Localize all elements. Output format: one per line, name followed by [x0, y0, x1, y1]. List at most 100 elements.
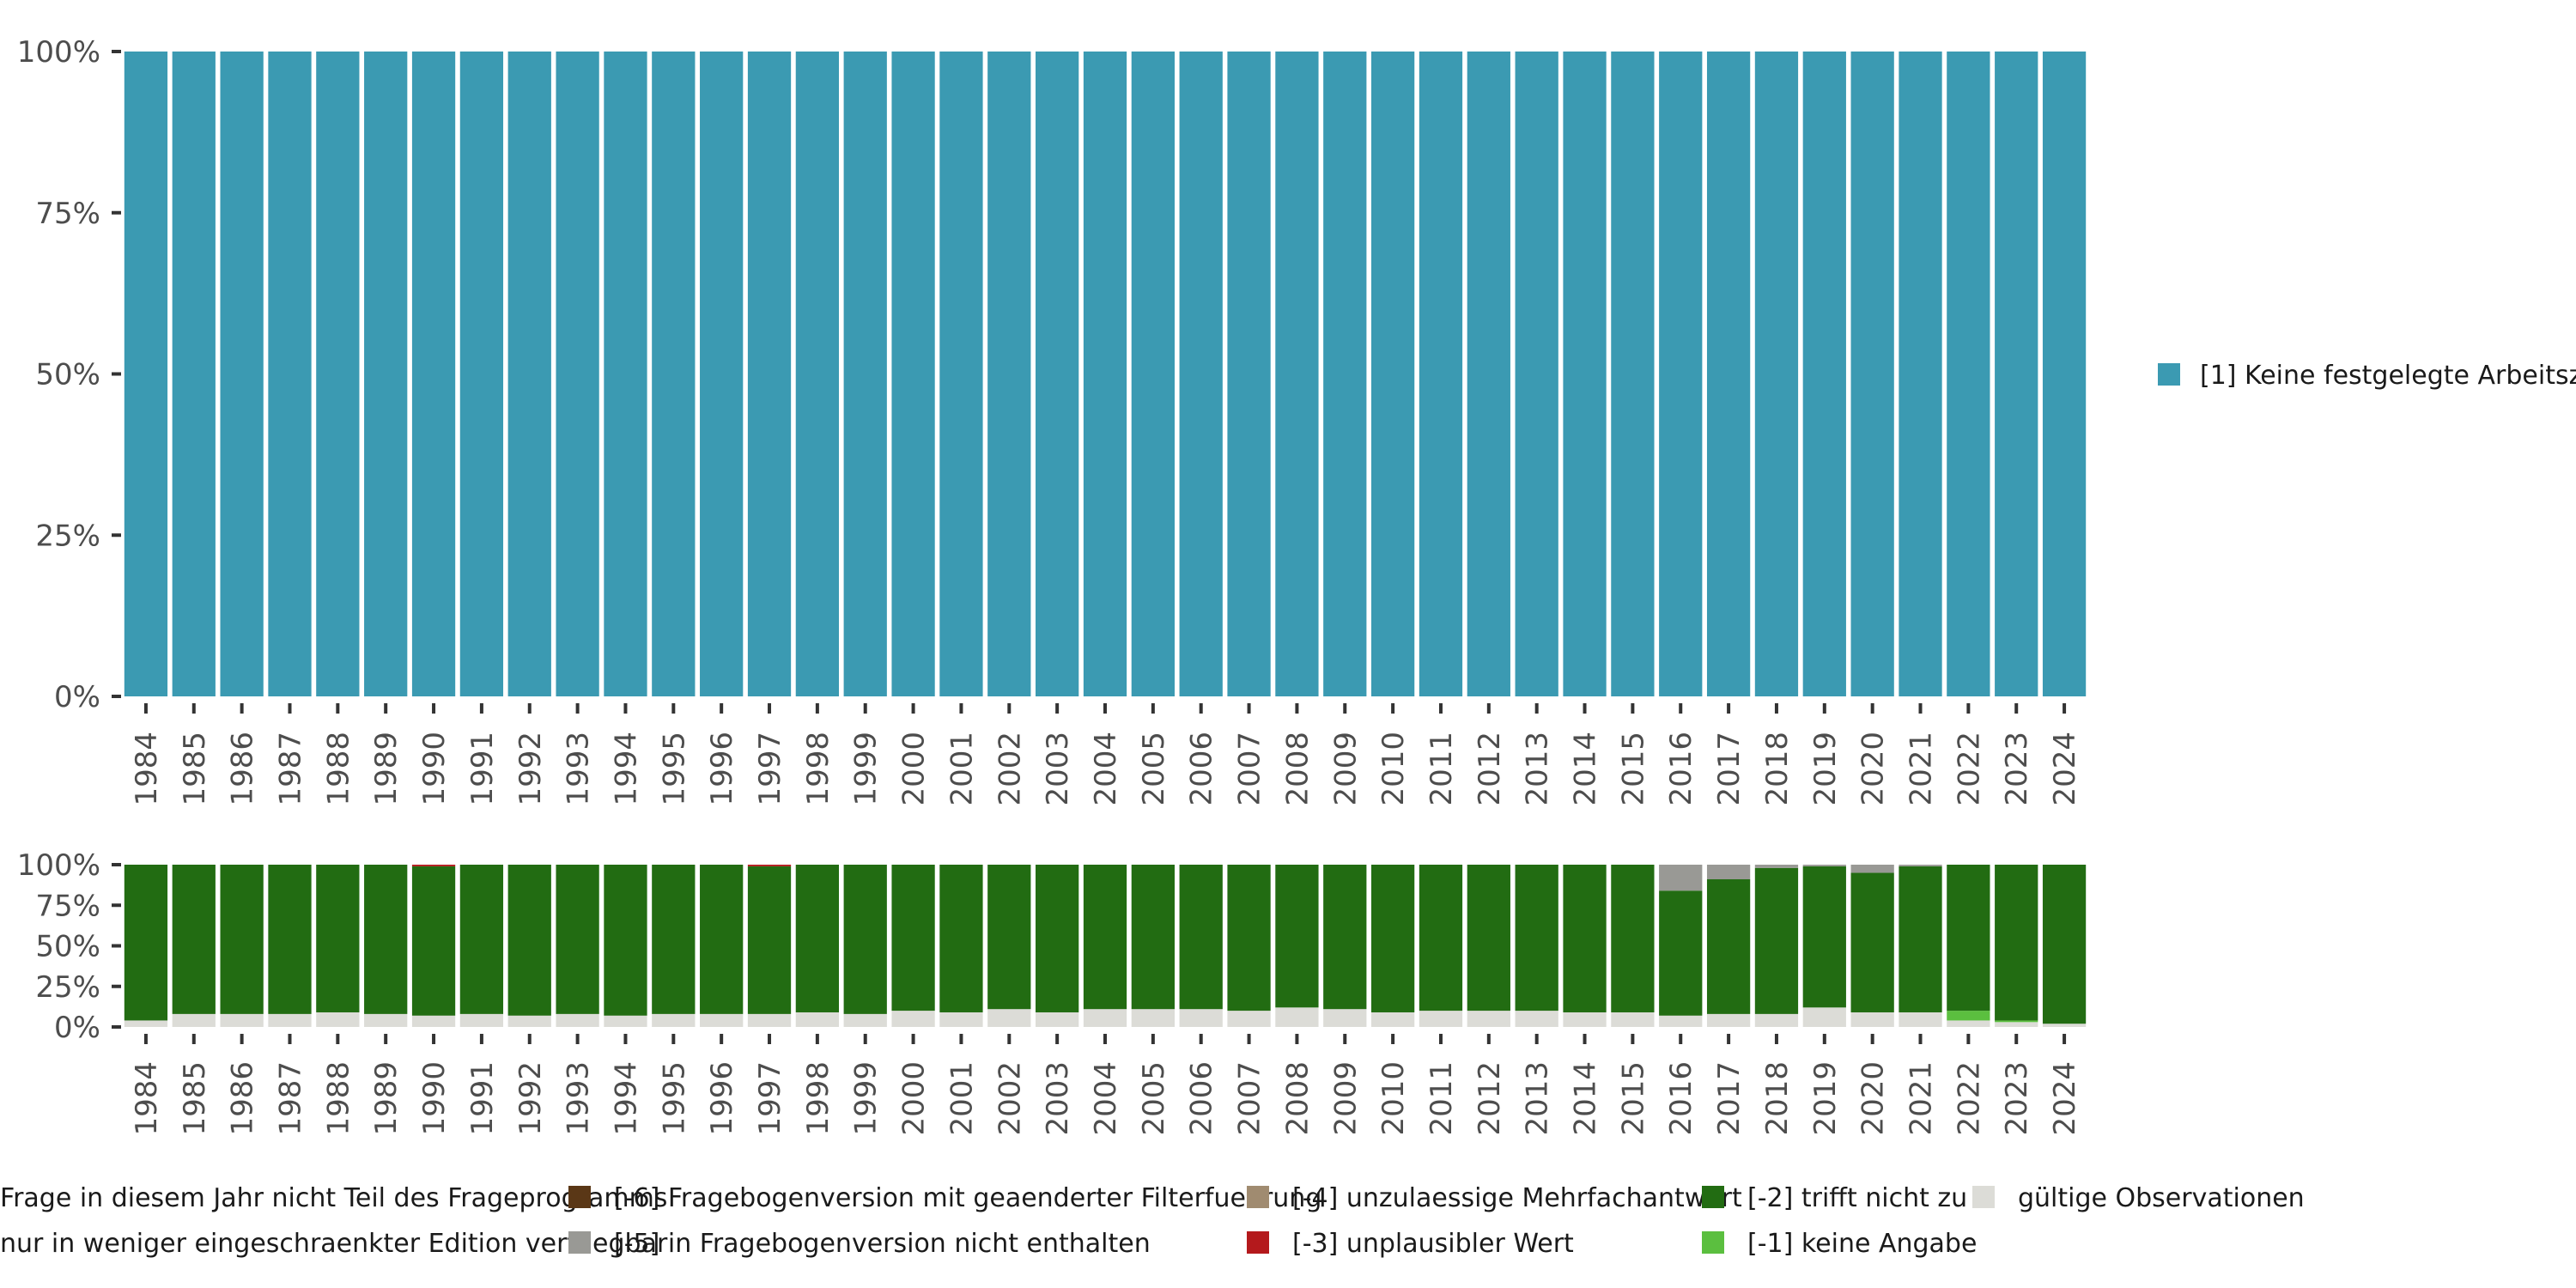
- x-tick-label: 1993: [562, 732, 596, 806]
- x-tick-label: 2017: [1712, 1061, 1747, 1136]
- bar-segment: [268, 865, 312, 1014]
- bar-segment: [1179, 52, 1223, 696]
- x-tick-label: 2019: [1808, 1061, 1843, 1136]
- bar-segment: [316, 1012, 360, 1027]
- bar-segment: [2042, 52, 2087, 696]
- x-tick-label: 2011: [1425, 1061, 1459, 1136]
- bar-segment: [411, 52, 456, 696]
- bar-segment: [604, 52, 647, 696]
- top-chart-panel: 0% 25% 50% 75% 100% 1984 1985 1986 1987 1988 1989 1…: [17, 35, 2087, 806]
- bar-segment: [987, 865, 1031, 1010]
- x-tick-label: 1999: [849, 732, 884, 806]
- legend-label: Frage in diesem Jahr nicht Teil des Frag…: [0, 1183, 667, 1213]
- bar-segment: [891, 52, 935, 696]
- x-tick-label: 1994: [609, 1061, 643, 1136]
- x-tick-label: 2013: [1521, 732, 1555, 806]
- bar-segment: [1467, 865, 1510, 1012]
- bar-segment: [1850, 1012, 1894, 1027]
- x-tick-label: 1988: [321, 732, 355, 806]
- bar-segment: [556, 865, 599, 1014]
- bar-segment: [1036, 52, 1079, 696]
- bar-segment: [459, 52, 504, 696]
- bar-segment: [124, 865, 168, 1021]
- x-tick-label: 1999: [849, 1061, 884, 1136]
- legend-label: gültige Observationen: [2018, 1183, 2305, 1213]
- bar-segment: [1754, 865, 1799, 868]
- x-tick-label: 2018: [1760, 1061, 1795, 1136]
- x-tick-label: 2001: [945, 1061, 979, 1136]
- bar-segment: [316, 865, 360, 1012]
- bar-segment: [556, 52, 599, 696]
- bar-segment: [220, 52, 264, 696]
- bar-segment: [1083, 865, 1127, 1010]
- bar-segment: [1467, 1011, 1510, 1027]
- bar-segment: [1899, 1012, 1942, 1027]
- bar-segment: [1227, 1011, 1271, 1027]
- x-tick-label: 2021: [1905, 732, 1939, 806]
- x-tick-label: 2009: [1328, 732, 1363, 806]
- top-legend: [1] Keine festgelegte Arbeitszeit: [2158, 361, 2576, 391]
- x-tick-label: 2007: [1233, 732, 1267, 806]
- bar-segment: [1995, 52, 2038, 696]
- legend-label: [-2] trifft nicht zu: [1747, 1183, 1967, 1213]
- legend-label: [-6] Fragebogenversion mit geaenderter F…: [614, 1183, 1321, 1213]
- legend-swatch: [2158, 363, 2180, 386]
- legend-swatch: [568, 1231, 591, 1254]
- y-tick-label: 75%: [35, 889, 100, 923]
- bar-segment: [939, 1012, 983, 1027]
- x-tick-label: 1997: [753, 732, 787, 806]
- x-tick-label: 2001: [945, 732, 979, 806]
- bar-segment: [172, 1013, 216, 1027]
- bar-segment: [411, 1015, 456, 1027]
- bar-segment: [1419, 865, 1463, 1012]
- bar-segment: [1659, 1015, 1703, 1027]
- bar-segment: [1131, 1009, 1175, 1027]
- bar-segment: [652, 1013, 696, 1027]
- x-tick-label: 2002: [993, 1061, 1027, 1136]
- x-tick-label: 2006: [1185, 1061, 1219, 1136]
- x-tick-label: 2014: [1569, 1061, 1603, 1136]
- bar-segment: [747, 52, 792, 696]
- bar-segment: [1323, 1009, 1367, 1027]
- x-tick-label: 1984: [130, 732, 164, 806]
- bar-segment: [1899, 865, 1942, 866]
- x-tick-label: 2012: [1473, 732, 1507, 806]
- bar-segment: [700, 1013, 744, 1027]
- bar-segment: [1179, 865, 1223, 1010]
- bar-segment: [507, 1015, 551, 1027]
- x-tick-label: 1986: [226, 1061, 260, 1136]
- x-tick-label: 2020: [1856, 1061, 1891, 1136]
- bar-segment: [747, 866, 792, 1014]
- x-tick-label: 2024: [2048, 732, 2082, 806]
- x-tick-label: 1987: [273, 1061, 307, 1136]
- x-tick-label: 1985: [178, 1061, 212, 1136]
- bar-segment: [556, 1013, 599, 1027]
- bar-segment: [459, 1013, 504, 1027]
- x-tick-label: 1989: [369, 1061, 404, 1136]
- bar-segment: [987, 52, 1031, 696]
- bar-segment: [1947, 1011, 1990, 1021]
- bar-segment: [1706, 879, 1751, 1014]
- bar-segment: [1370, 52, 1415, 696]
- x-tick-label: 2019: [1808, 732, 1843, 806]
- bar-segment: [1083, 1009, 1127, 1027]
- bar-segment: [1083, 52, 1127, 696]
- bar-segment: [1179, 1009, 1223, 1027]
- bar-segment: [1802, 865, 1846, 866]
- y-tick-label: 75%: [35, 197, 100, 231]
- x-tick-label: 2021: [1905, 1061, 1939, 1136]
- bar-segment: [1611, 1012, 1655, 1027]
- x-tick-label: 2015: [1616, 1061, 1650, 1136]
- bar-segment: [747, 865, 792, 866]
- bar-segment: [1611, 865, 1655, 1012]
- x-tick-label: 2015: [1616, 732, 1650, 806]
- x-tick-label: 2011: [1425, 732, 1459, 806]
- bar-segment: [1802, 866, 1846, 1008]
- bar-segment: [1131, 865, 1175, 1010]
- x-tick-label: 2003: [1041, 1061, 1075, 1136]
- bar-segment: [2042, 1024, 2087, 1027]
- bar-segment: [1706, 865, 1751, 880]
- x-tick-label: 2008: [1280, 732, 1315, 806]
- x-tick-label: 2002: [993, 732, 1027, 806]
- bar-segment: [1419, 1011, 1463, 1027]
